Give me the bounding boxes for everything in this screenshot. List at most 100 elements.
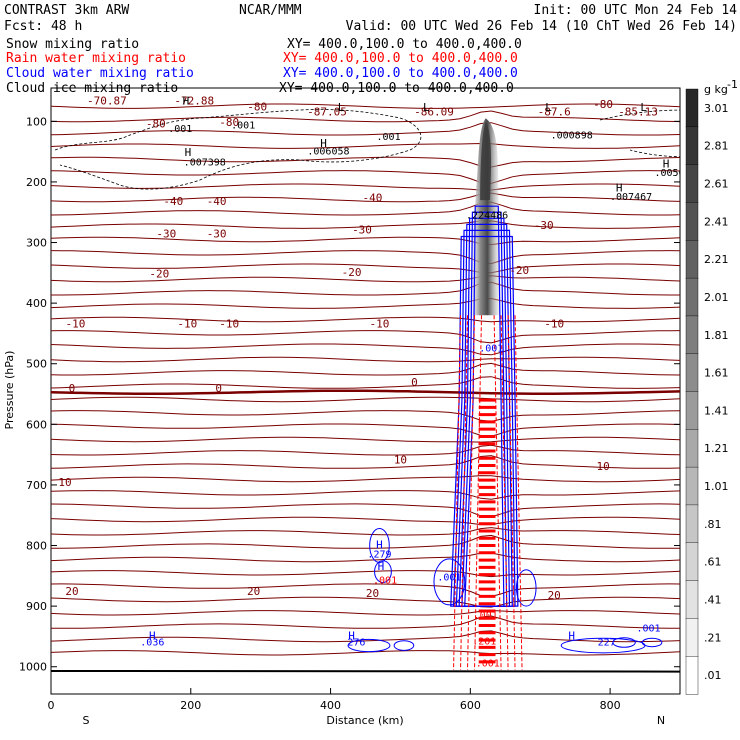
snow-value-label: .224486 <box>466 210 508 221</box>
temperature-contours <box>51 103 680 656</box>
colorbar: 3.01 2.81 2.61 2.41 2.21 2.01 1.81 1.61 1.41 1.21… <box>685 88 729 695</box>
cloud-ice-contour <box>599 109 680 158</box>
isotherm-line <box>51 316 680 323</box>
isotherm-label: -40 <box>363 191 383 204</box>
isotherm-label: 10 <box>394 454 407 467</box>
rain-water-contour <box>474 315 502 670</box>
isotherm-line <box>51 156 680 168</box>
cloud-water-cell <box>515 569 537 607</box>
isotherm-line <box>51 396 680 403</box>
isotherm-line <box>51 455 680 469</box>
isotherm-label: -30 <box>156 228 176 241</box>
isotherm-line <box>51 516 680 526</box>
colorbar-swatch <box>685 466 699 506</box>
snow-plume-core <box>480 121 492 201</box>
colorbar-label: 2.01 <box>704 291 729 304</box>
field-rain-label: Rain water mixing ratio <box>6 51 186 66</box>
isotherm-label: -80 <box>593 98 613 111</box>
isotherm-label: 0 <box>411 376 418 389</box>
extremum-label: H <box>320 137 327 150</box>
colorbar-swatch <box>685 656 699 695</box>
y-tick-label: 900 <box>26 600 47 613</box>
isotherm-line <box>51 236 680 246</box>
isotherm-label: -10 <box>370 317 390 330</box>
isotherm-line <box>51 343 680 356</box>
isotherm-line <box>51 436 680 443</box>
init-time: Init: 00 UTC Mon 24 Feb 14 <box>534 3 738 18</box>
cloud-water-value-label: .001 <box>437 573 461 584</box>
extremum-label: H <box>183 94 190 107</box>
isotherm-line <box>51 263 680 274</box>
isotherm-line <box>51 527 680 536</box>
snow-value-label: .000898 <box>551 130 593 141</box>
isotherm-line <box>51 650 680 656</box>
colorbar-swatch <box>685 429 699 468</box>
x-tick-label: 0 <box>48 699 55 712</box>
x-tick-label: 200 <box>180 699 201 712</box>
cloud-water-cell <box>347 638 391 653</box>
y-tick-label: 1000 <box>19 661 47 674</box>
rain-water-contours <box>453 315 523 670</box>
isotherm-label: 10 <box>596 460 609 473</box>
rain-value-label: .001 <box>373 576 397 587</box>
isotherm-label: -86.09 <box>414 105 454 118</box>
colorbar-label: 3.01 <box>704 102 729 115</box>
extremum-label: H <box>663 157 670 170</box>
cloud-water-cell <box>393 640 415 651</box>
isotherm-line <box>51 475 680 483</box>
snow-value-label: .001 <box>168 124 192 135</box>
cloud-water-value-label: .036 <box>140 638 164 649</box>
isotherm-label: -87.05 <box>307 105 347 118</box>
extremum-label: L <box>423 101 430 114</box>
x-axis: 0 200 400 600 800 <box>48 688 621 712</box>
isotherm-label: -80 <box>247 100 267 113</box>
isotherm-label: 0 <box>215 382 222 395</box>
extremum-label: H <box>185 146 192 159</box>
isotherm-label: -30 <box>352 223 372 236</box>
isotherm-line <box>51 250 680 265</box>
isotherm-label: -20 <box>149 268 169 281</box>
x-end-label-south: S <box>83 714 90 727</box>
isotherm-label: -80 <box>146 117 166 130</box>
isotherm-line <box>51 330 680 344</box>
snow-value-label: .001 <box>231 121 255 132</box>
colorbar-swatch <box>685 164 699 204</box>
snow-value-label: .001 <box>377 132 401 143</box>
isotherm-line <box>51 297 680 309</box>
snow-value-label: .007398 <box>184 158 226 169</box>
surface-line <box>50 669 681 673</box>
isotherm-line <box>51 183 680 191</box>
colorbar-swatch <box>685 315 699 355</box>
colorbar-label: 2.21 <box>704 253 729 266</box>
colorbar-label: 1.61 <box>704 367 729 380</box>
colorbar-unit-exponent: -1 <box>727 78 738 91</box>
isotherm-line <box>51 583 680 598</box>
isotherm-label: 20 <box>366 587 379 600</box>
isotherm-line <box>51 444 680 456</box>
isotherm-line <box>51 362 680 376</box>
colorbar-swatch <box>685 277 699 317</box>
x-tick-label: 400 <box>320 699 341 712</box>
colorbar-label: 2.61 <box>704 178 729 191</box>
colorbar-label: 1.01 <box>704 480 729 493</box>
isotherm-label: -30 <box>207 228 227 241</box>
plot-frame <box>50 87 681 695</box>
colorbar-swatch <box>685 391 699 430</box>
isotherm-label: -30 <box>534 219 554 232</box>
colorbar-label: 2.81 <box>704 140 729 153</box>
isotherm-label: -10 <box>219 317 239 330</box>
isotherm-label: -10 <box>544 317 564 330</box>
isotherm-line <box>51 596 680 608</box>
isotherm-label: -80 <box>219 116 239 129</box>
colorbar-swatch <box>685 542 699 582</box>
extremum-label: L <box>338 101 345 114</box>
isotherm-line <box>51 192 680 203</box>
y-tick-label: 700 <box>26 479 47 492</box>
cloud-water-value-label: .001 <box>479 344 503 355</box>
extremum-label: L <box>640 101 647 114</box>
header: CONTRAST 3km ARW NCAR/MMM Init: 00 UTC M… <box>4 3 737 96</box>
isotherm-label: 20 <box>548 589 561 602</box>
cloud-water-cell <box>612 637 636 648</box>
